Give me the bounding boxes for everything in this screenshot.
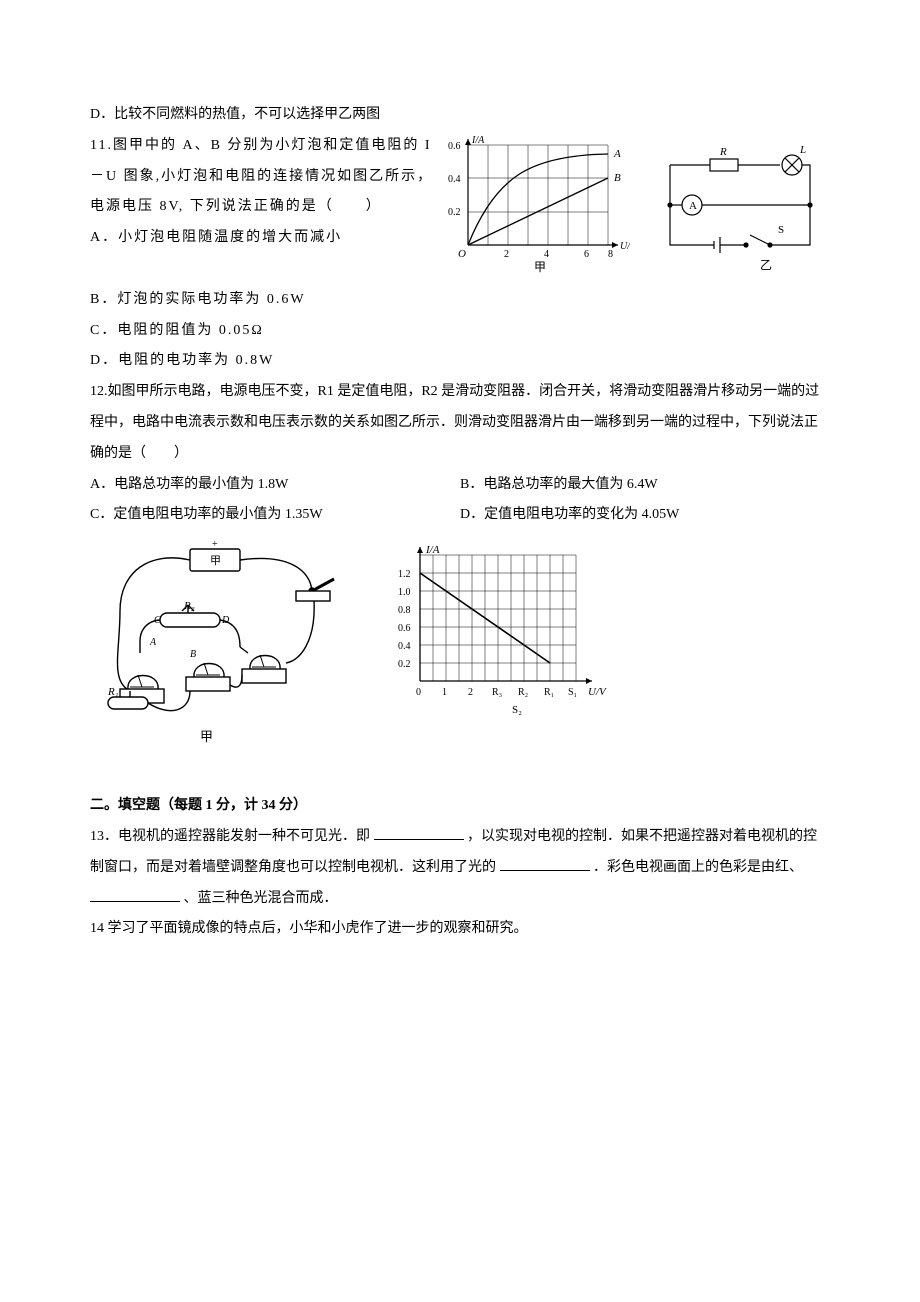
svg-text:2: 2 <box>504 249 509 260</box>
svg-text:0.8: 0.8 <box>398 605 411 616</box>
blank-2[interactable] <box>500 856 590 871</box>
svg-text:R₁: R₁ <box>544 687 554 698</box>
svg-text:R₂: R₂ <box>518 687 528 698</box>
q14: 14 学习了平面镜成像的特点后，小华和小虎作了进一步的观察和研究。 <box>90 914 830 945</box>
svg-text:U/V: U/V <box>620 241 630 252</box>
q12-opt-c: C．定值电阻电功率的最小值为 1.35W <box>90 500 460 531</box>
q11-opt-c: C．电阻的阻值为 0.05Ω <box>90 316 830 347</box>
svg-text:0.6: 0.6 <box>398 623 411 634</box>
label-B: B <box>190 649 196 660</box>
series-b-label: B <box>614 172 621 184</box>
svg-text:0: 0 <box>416 687 421 698</box>
label-R: R <box>719 146 727 158</box>
q12-opt-b: B．电路总功率的最大值为 6.4W <box>460 470 830 501</box>
svg-text:O: O <box>458 248 466 260</box>
blank-1[interactable] <box>374 825 464 840</box>
q11-circuit: R L A S 乙 <box>650 135 830 285</box>
q12-circuit-caption: 甲 <box>200 729 213 744</box>
svg-text:0.2: 0.2 <box>448 207 461 218</box>
q12-opt-a: A．电路总功率的最小值为 1.8W <box>90 470 460 501</box>
svg-text:I/A: I/A <box>471 135 485 146</box>
ylabel: I/A <box>425 544 440 556</box>
plus-label: + <box>212 541 218 550</box>
q12-opt-d: D．定值电阻电功率的变化为 4.05W <box>460 500 830 531</box>
label-R1: R₁ <box>107 686 119 698</box>
q11-stem: 11.图甲中的 A、B 分别为小灯泡和定值电阻的 I－U 图象,小灯泡和电阻的连… <box>90 131 440 223</box>
below-label: S₂ <box>512 704 522 716</box>
q11-chart-caption: 甲 <box>534 260 546 274</box>
svg-text:0.4: 0.4 <box>398 641 411 652</box>
series-a-label: A <box>613 148 621 160</box>
label-A2: A <box>149 637 157 648</box>
q13: 13．电视机的遥控器能发射一种不可见光．即 ，以实现对电视的控制．如果不把遥控器… <box>90 822 830 914</box>
q12-chart: 1.2 1.0 0.8 0.6 0.4 0.2 0 1 2 R₃ R₂ R₁ S… <box>380 541 610 751</box>
svg-text:0.2: 0.2 <box>398 659 411 670</box>
q12-opts-row1: A．电路总功率的最小值为 1.8W B．电路总功率的最大值为 6.4W <box>90 470 830 501</box>
label-L: L <box>799 144 806 156</box>
q11-row: 11.图甲中的 A、B 分别为小灯泡和定值电阻的 I－U 图象,小灯泡和电阻的连… <box>90 131 830 285</box>
q13-t1: 13．电视机的遥控器能发射一种不可见光．即 <box>90 829 370 844</box>
xlabel: U/V <box>588 686 607 698</box>
q11-circuit-caption: 乙 <box>760 258 772 272</box>
q11-opt-d: D．电阻的电功率为 0.8W <box>90 346 830 377</box>
q12-circuit-fig: + 甲 R₂ C D A B R₁ 甲 <box>90 541 350 751</box>
svg-text:1.2: 1.2 <box>398 569 411 580</box>
svg-text:R₃: R₃ <box>492 687 502 698</box>
svg-text:1.0: 1.0 <box>398 587 411 598</box>
svg-text:6: 6 <box>584 249 589 260</box>
q13-t3: ．彩色电视画面上的色彩是由红、 <box>593 860 803 875</box>
blank-3[interactable] <box>90 887 180 902</box>
svg-text:2: 2 <box>468 687 473 698</box>
label-D: D <box>221 615 230 626</box>
q11-chart: A B 0.6 0.4 0.2 O 2 4 6 8 U/V I/A 甲 <box>440 135 630 285</box>
svg-text:S₁: S₁ <box>568 687 577 698</box>
q13-t4: 、蓝三种色光混合而成． <box>184 891 338 906</box>
q11-opt-b: B．灯泡的实际电功率为 0.6W <box>90 285 830 316</box>
label-A: A <box>689 200 697 212</box>
svg-text:1: 1 <box>442 687 447 698</box>
svg-text:0.6: 0.6 <box>448 141 461 152</box>
label-R2: R₂ <box>183 600 195 612</box>
svg-text:甲: 甲 <box>210 555 221 567</box>
section2-title: 二。填空题（每题 1 分，计 34 分） <box>90 791 830 822</box>
label-C: C <box>154 615 161 626</box>
svg-text:4: 4 <box>544 249 549 260</box>
q10-opt-d: D．比较不同燃料的热值，不可以选择甲乙两图 <box>90 100 830 131</box>
svg-text:0.4: 0.4 <box>448 174 461 185</box>
q12-opts-row2: C．定值电阻电功率的最小值为 1.35W D．定值电阻电功率的变化为 4.05W <box>90 500 830 531</box>
q11-opt-a: A．小灯泡电阻随温度的增大而减小 <box>90 223 440 254</box>
q12-stem: 12.如图甲所示电路，电源电压不变，R1 是定值电阻，R2 是滑动变阻器．闭合开… <box>90 377 830 469</box>
svg-text:8: 8 <box>608 249 613 260</box>
label-S: S <box>778 224 784 236</box>
